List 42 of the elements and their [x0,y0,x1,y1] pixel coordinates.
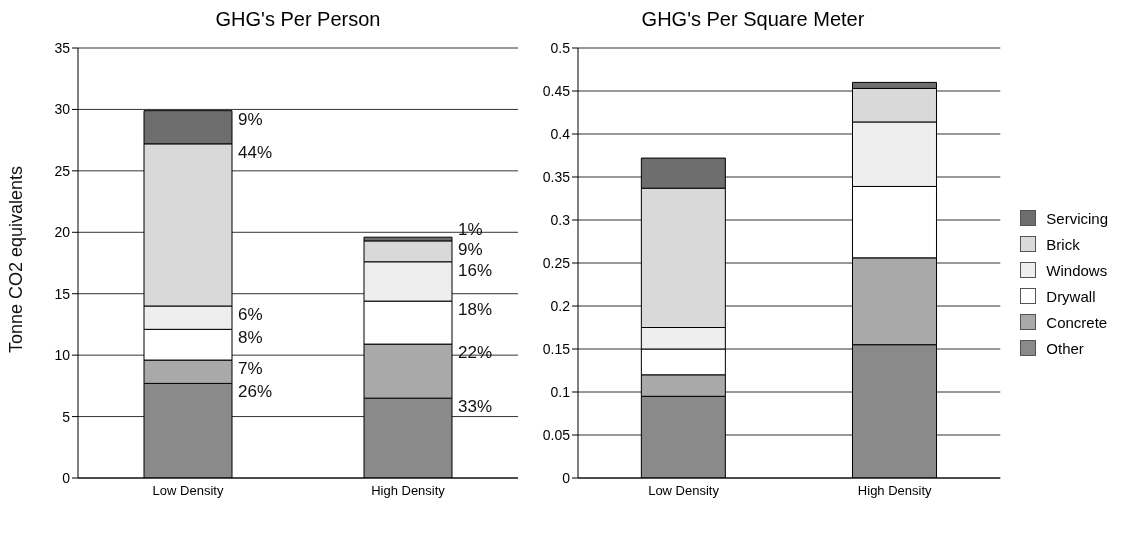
y-tick-label: 0.1 [550,383,571,400]
annotation: 16% [458,260,493,280]
x-tick-label: Low Density [648,483,720,499]
annotation: 18% [458,300,493,320]
y-tick-label: 0.45 [542,82,571,99]
x-tick-label: High Density [857,483,933,499]
text: Drywall [1046,287,1096,305]
y-tick-label: 0 [62,469,71,486]
annotation: 7% [238,359,263,379]
y-tick-label: 0.4 [550,125,571,142]
y-tick-label: 20 [54,224,71,241]
annotation: 26% [238,382,273,402]
y-tick-label: 25 [54,162,71,179]
chart-title: GHG's Per Person [214,8,382,32]
annotation: 9% [238,109,263,129]
legend-label: Brick [1046,235,1080,253]
legend-label: Servicing [1046,209,1108,227]
y-tick-label: 0.3 [550,211,571,228]
legend-label: Other [1046,339,1084,357]
y-tick-label: 0 [562,469,571,486]
y-tick-label: 5 [62,408,71,425]
annotation: 9% [458,239,483,259]
x-tick-label: High Density [371,483,446,499]
annotation: 6% [238,305,263,324]
y-axis-title: Tonne CO2 equivalents [6,165,27,353]
annotation: 33% [458,397,493,417]
x-tick-label: Low Density [152,483,224,499]
annotation: 8% [238,328,263,348]
legend-label: Concrete [1046,313,1108,331]
legend-label: Windows [1046,261,1108,279]
y-tick-label: 10 [54,347,71,364]
annotation: 44% [238,142,273,162]
chart-title: GHG's Per Square Meter [640,8,866,32]
y-tick-label: 0.15 [542,340,571,357]
y-tick-label: 0.05 [542,426,571,443]
y-tick-label: 35 [54,39,71,56]
y-tick-label: 0.5 [550,39,571,56]
y-tick-label: 15 [54,285,71,302]
y-tick-label: 0.35 [542,168,571,185]
y-tick-label: 30 [54,101,71,118]
y-tick-label: 0.25 [542,254,571,271]
y-tick-label: 0.2 [550,297,571,314]
